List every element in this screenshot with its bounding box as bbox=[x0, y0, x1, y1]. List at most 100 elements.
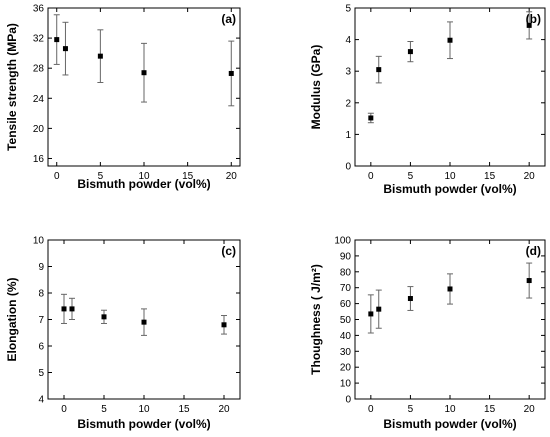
data-point bbox=[375, 289, 382, 329]
x-tick-label: 5 bbox=[408, 171, 414, 182]
x-axis-title: Bismuth powder (vol%) bbox=[77, 177, 210, 191]
data-point bbox=[407, 40, 414, 63]
x-tick-label: 5 bbox=[98, 171, 104, 182]
point-marker bbox=[447, 286, 453, 292]
y-tick-label: 36 bbox=[33, 4, 45, 15]
y-tick-label: 4 bbox=[345, 35, 351, 46]
point-marker bbox=[61, 306, 67, 312]
chart-panel-tensile-strength: 0 5 10 15 20 16 20 24 28 32 36 Bismuth powder (vol%… bbox=[5, 4, 241, 191]
y-tick-label: 40 bbox=[340, 331, 352, 342]
point-marker bbox=[69, 306, 75, 312]
y-tick-label: 16 bbox=[33, 154, 45, 165]
x-tick-label: 0 bbox=[368, 404, 374, 415]
x-tick-label: 15 bbox=[484, 404, 496, 415]
y-tick-label: 1 bbox=[345, 130, 351, 141]
x-axis-title: Bismuth powder (vol%) bbox=[77, 417, 210, 431]
x-tick-label: 10 bbox=[444, 404, 456, 415]
y-tick-label: 90 bbox=[340, 251, 352, 262]
y-tick-label: 20 bbox=[33, 124, 45, 135]
point-marker bbox=[368, 311, 374, 317]
point-marker bbox=[141, 70, 147, 76]
x-tick-label: 5 bbox=[101, 404, 107, 415]
point-marker bbox=[526, 22, 532, 28]
data-point bbox=[526, 262, 533, 299]
point-marker bbox=[62, 46, 68, 52]
data-point bbox=[447, 21, 453, 60]
data-point bbox=[62, 21, 69, 76]
y-tick-label: 5 bbox=[345, 4, 351, 15]
x-tick-label: 0 bbox=[61, 404, 67, 415]
data-point bbox=[61, 293, 67, 324]
data-point bbox=[101, 309, 107, 324]
data-point bbox=[228, 40, 235, 107]
y-tick-label: 10 bbox=[340, 379, 352, 390]
panel-label: (c) bbox=[221, 244, 236, 258]
y-axis-title: Thoughness ( J/m²) bbox=[309, 264, 323, 375]
x-tick-label: 0 bbox=[368, 171, 374, 182]
data-point bbox=[221, 315, 227, 335]
point-marker bbox=[407, 49, 413, 55]
point-marker bbox=[368, 115, 374, 121]
x-tick-label: 10 bbox=[444, 171, 456, 182]
x-tick-label: 20 bbox=[218, 404, 230, 415]
y-tick-label: 100 bbox=[334, 236, 351, 247]
data-point bbox=[367, 112, 374, 124]
panel-label: (a) bbox=[221, 12, 236, 26]
data-point bbox=[69, 297, 75, 320]
x-tick-label: 15 bbox=[178, 404, 190, 415]
y-axis-title: Tensile strength (MPa) bbox=[5, 23, 19, 151]
y-axis-title: Elongation (%) bbox=[5, 278, 19, 362]
point-marker bbox=[101, 314, 107, 320]
y-tick-label: 5 bbox=[38, 368, 44, 379]
point-marker bbox=[141, 319, 147, 325]
point-marker bbox=[228, 70, 234, 76]
x-tick-label: 5 bbox=[408, 404, 414, 415]
y-tick-label: 10 bbox=[33, 236, 45, 247]
y-tick-label: 80 bbox=[340, 267, 352, 278]
data-point bbox=[407, 286, 414, 311]
point-marker bbox=[376, 306, 382, 312]
y-tick-label: 8 bbox=[38, 289, 44, 300]
x-tick-label: 20 bbox=[524, 171, 536, 182]
chart-panel-elongation: 0 5 10 15 20 4 5 6 7 8 9 10 Bismuth powder (vol%) Elo… bbox=[5, 236, 241, 431]
data-point bbox=[447, 273, 453, 305]
x-tick-label: 20 bbox=[226, 171, 238, 182]
point-marker bbox=[407, 296, 413, 302]
data-point bbox=[375, 55, 382, 84]
point-marker bbox=[376, 67, 382, 73]
x-axis-title: Bismuth powder (vol%) bbox=[383, 182, 516, 196]
point-marker bbox=[526, 278, 532, 284]
data-point bbox=[53, 14, 60, 65]
chart-panel-toughness: 0 5 10 15 20 0 10 20 30 40 50 60 70 80 90 100 Bismuth po… bbox=[309, 236, 546, 431]
plot-frame bbox=[354, 239, 546, 400]
y-tick-label: 30 bbox=[340, 347, 352, 358]
y-tick-label: 50 bbox=[340, 315, 352, 326]
point-marker bbox=[447, 37, 453, 43]
data-point bbox=[367, 294, 374, 334]
y-tick-label: 6 bbox=[38, 342, 44, 353]
x-tick-label: 10 bbox=[138, 404, 150, 415]
point-marker bbox=[97, 53, 103, 59]
data-point bbox=[526, 11, 533, 40]
point-marker bbox=[54, 37, 60, 43]
data-point bbox=[141, 308, 147, 336]
x-axis-title: Bismuth powder (vol%) bbox=[383, 417, 516, 431]
y-tick-label: 24 bbox=[33, 94, 45, 105]
x-tick-label: 15 bbox=[182, 171, 194, 182]
point-marker bbox=[221, 322, 227, 328]
y-tick-label: 4 bbox=[38, 395, 44, 406]
y-tick-label: 60 bbox=[340, 299, 352, 310]
y-tick-label: 9 bbox=[38, 262, 44, 273]
y-tick-label: 3 bbox=[345, 67, 351, 78]
y-tick-label: 28 bbox=[33, 64, 45, 75]
x-tick-label: 0 bbox=[54, 171, 60, 182]
y-tick-label: 0 bbox=[345, 162, 351, 173]
y-tick-label: 20 bbox=[340, 363, 352, 374]
panel-label: (d) bbox=[526, 244, 541, 258]
y-tick-label: 70 bbox=[340, 283, 352, 294]
y-tick-label: 2 bbox=[345, 98, 351, 109]
y-tick-label: 0 bbox=[345, 395, 351, 406]
x-tick-label: 15 bbox=[484, 171, 496, 182]
